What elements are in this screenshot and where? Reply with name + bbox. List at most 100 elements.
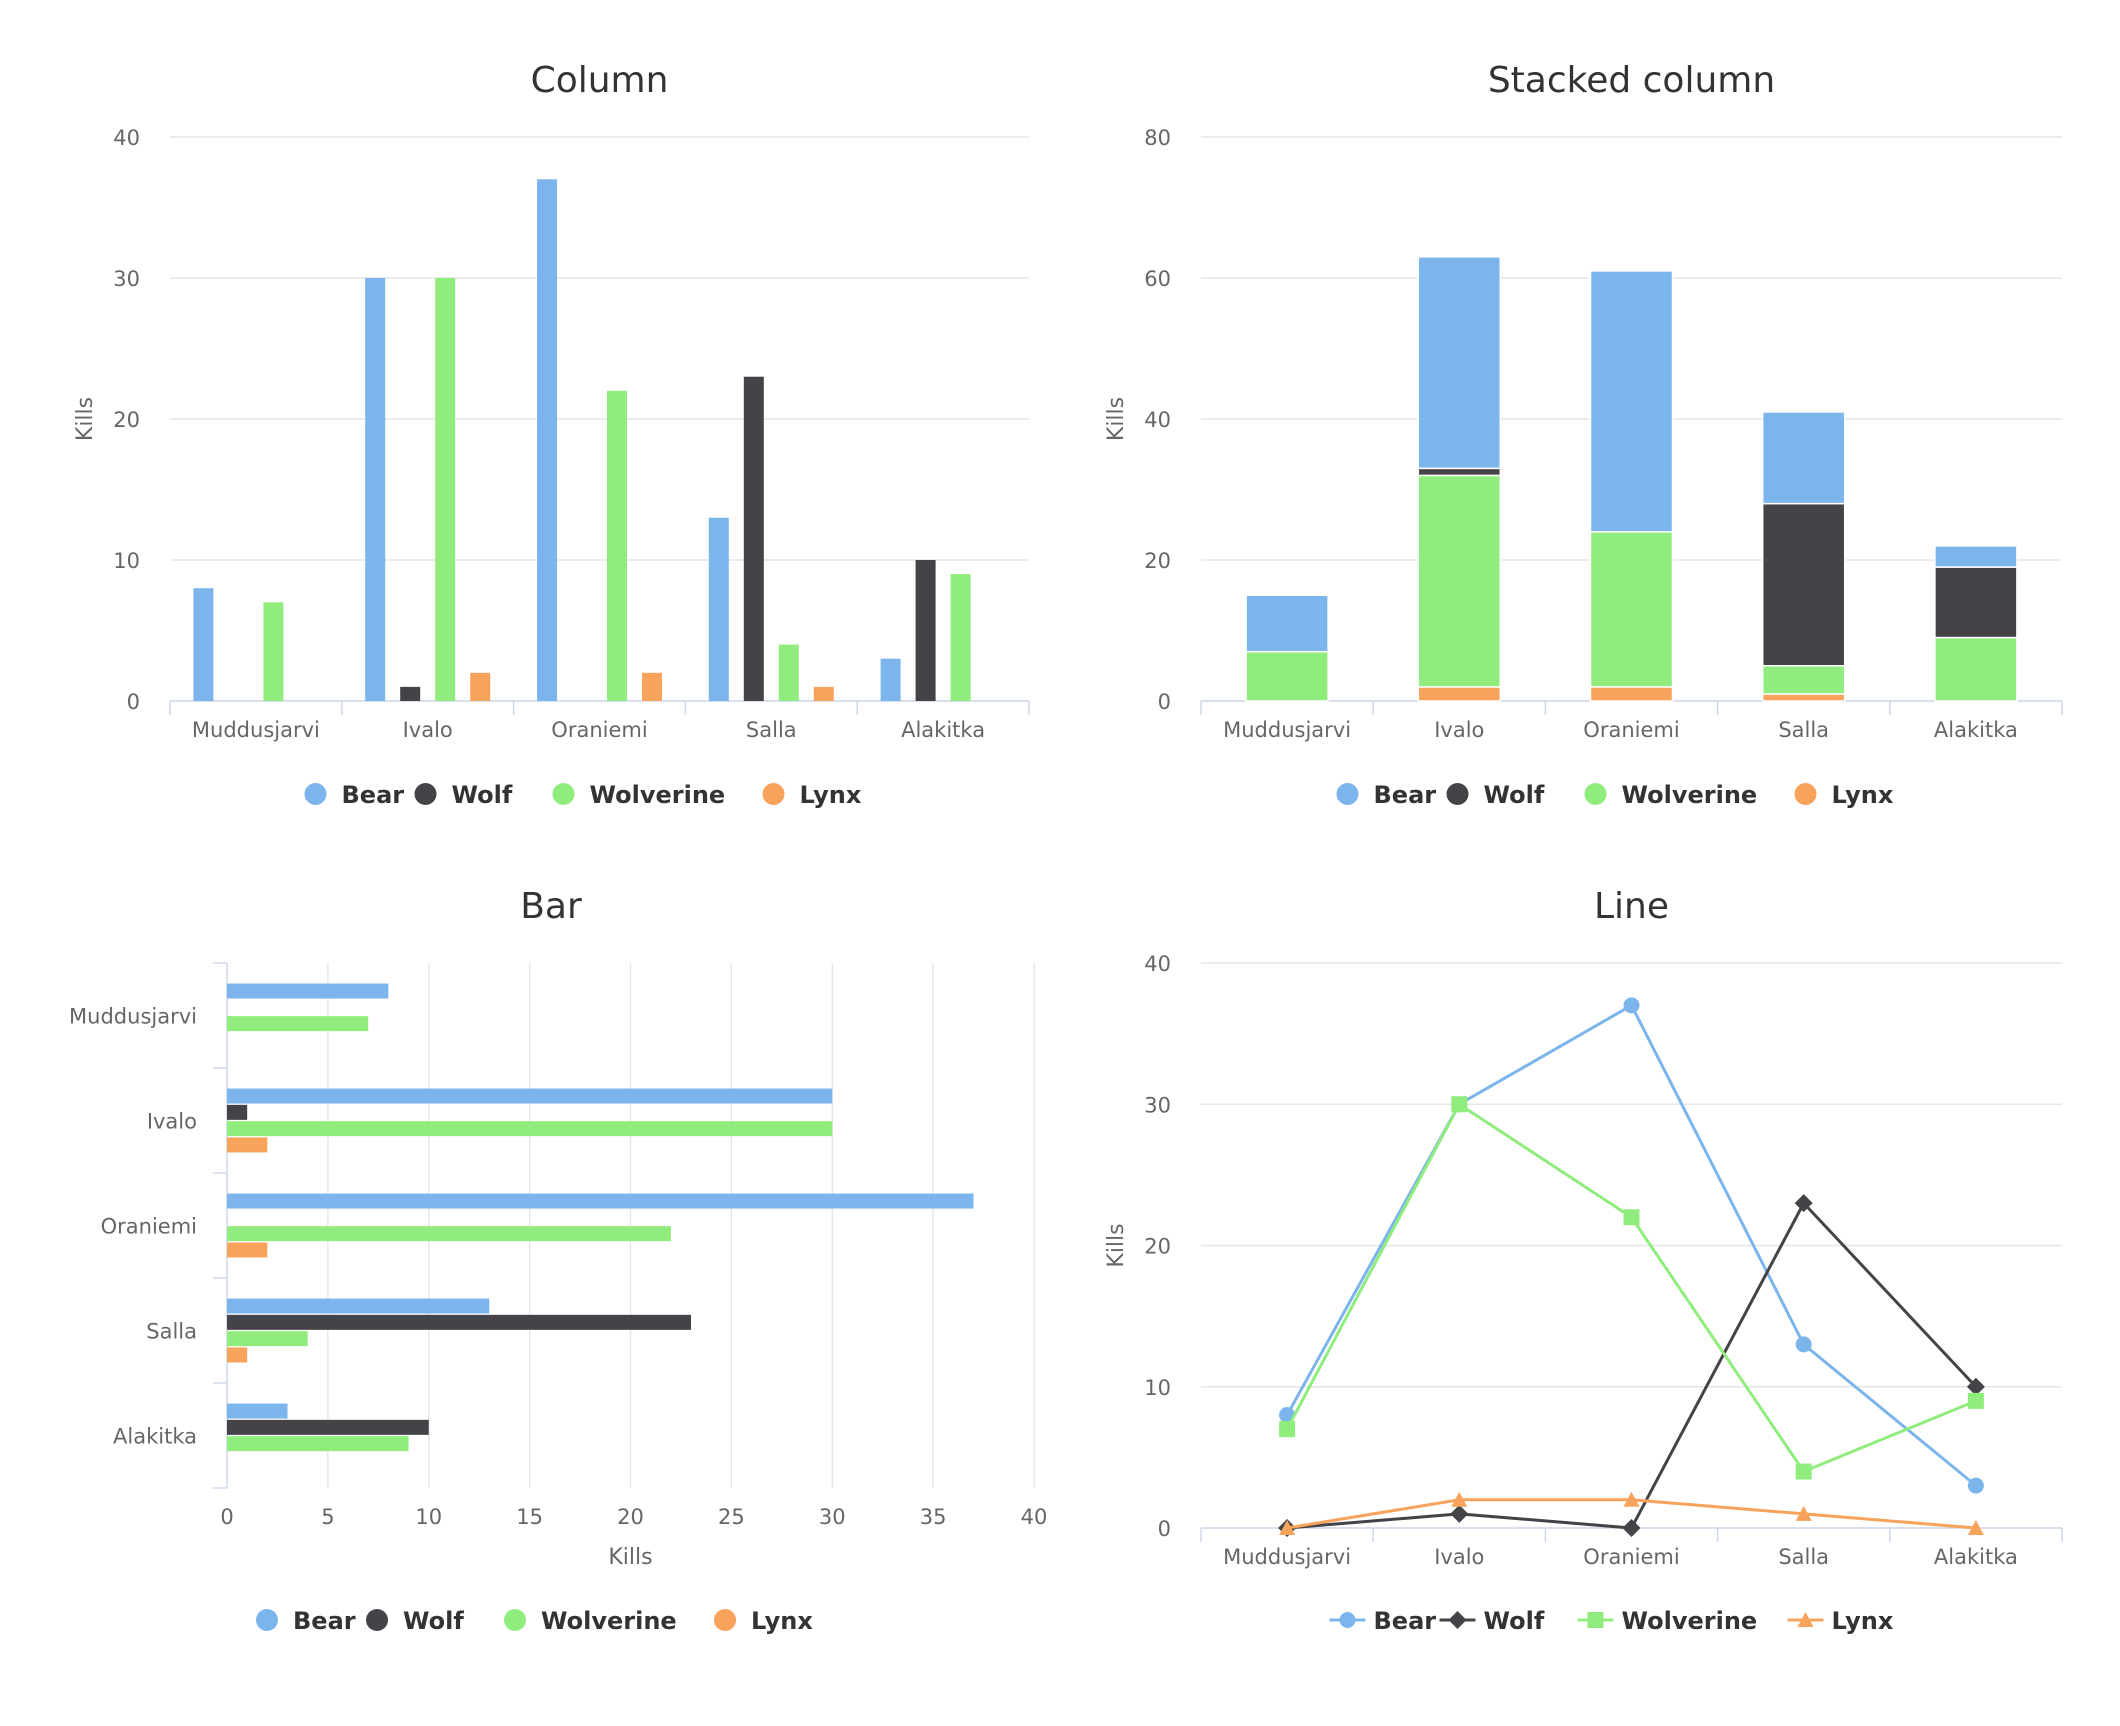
legend-item-lynx[interactable]: Lynx [714,1607,813,1635]
legend-item-bear[interactable]: Bear [304,781,405,809]
bar-wolf [227,1419,429,1435]
stack-segment-bear [1761,411,1846,505]
legend-label: Lynx [1832,781,1894,809]
bar-bear [227,983,389,999]
point-lynx [1279,1520,1296,1535]
legend-item-wolverine[interactable]: Wolverine [504,1607,677,1635]
legend-label: Wolf [1484,781,1545,809]
stack-segment-wolf [1761,502,1846,667]
point-bear [1795,1336,1812,1353]
bar-lynx [813,686,834,701]
y-tick-label: 60 [1144,267,1171,291]
stack-segment-wolf [1934,566,2018,639]
y-axis-title: Kills [73,397,98,441]
x-tick-label: Alakitka [901,718,985,742]
point-wolf [1622,1519,1641,1537]
y-axis-title: Kills [1104,397,1129,441]
point-lynx [1623,1491,1640,1507]
y-tick-label: Muddusjarvi [69,1005,197,1029]
x-tick-label: Alakitka [1934,1545,2018,1569]
bar-lynx [227,1137,268,1153]
bar-wolverine [263,602,284,701]
legend-item-bear[interactable]: Bear [256,1607,356,1635]
bar-bear [537,179,557,702]
stack-segment-wolverine [1589,531,1674,688]
point-wolverine [1279,1421,1296,1438]
y-tick-label: 20 [1144,549,1171,573]
point-wolverine [1795,1463,1812,1480]
legend-dot-icon [762,783,785,805]
bar-wolverine [778,644,799,701]
legend-label: Bear [1374,1607,1437,1635]
point-bear [1623,997,1640,1014]
legend-item-lynx[interactable]: Lynx [1787,1607,1894,1635]
legend-item-bear[interactable]: Bear [1329,1607,1437,1635]
x-axis-title: Kills [608,1545,652,1570]
line-wolf [1286,1200,1977,1530]
x-tick-label: Muddusjarvi [1223,1545,1351,1569]
legend-dot-icon [552,783,575,805]
legend-marker-circle-icon [1339,1612,1356,1628]
legend-label: Wolf [1484,1607,1545,1635]
bar-wolf [915,560,936,701]
legend-label: Lynx [751,1607,813,1635]
x-tick-label: 0 [220,1505,233,1529]
legend-dot-icon [304,783,327,805]
legend-item-wolf[interactable]: Wolf [366,1607,464,1635]
x-tick-label: Salla [746,718,797,742]
chart-title: Bar [520,886,582,927]
y-tick-label: 80 [1144,126,1171,150]
bar-bear [227,1403,288,1419]
legend-item-wolverine[interactable]: Wolverine [1584,781,1758,809]
x-tick-label: Ivalo [1434,718,1484,742]
y-tick-label: 20 [1144,1235,1171,1259]
stack-segment-lynx [1761,693,1846,702]
stack-segment-wolverine [1934,636,2018,702]
chart-title: Column [531,60,669,101]
bar-bear [227,1298,490,1314]
legend-dot-icon [1336,783,1359,805]
x-tick-label: Salla [1778,718,1829,742]
stack-segment-lynx [1589,686,1674,702]
bar-wolverine [435,278,456,701]
x-tick-label: Oraniemi [1583,1545,1679,1569]
bar-wolverine [607,390,627,701]
y-tick-label: Alakitka [113,1425,197,1449]
bar-wolverine [227,1331,308,1347]
legend-item-wolverine[interactable]: Wolverine [552,781,726,809]
chart-title: Line [1594,886,1669,927]
x-tick-label: 5 [321,1505,334,1529]
point-wolf [1794,1194,1813,1213]
point-wolverine [1451,1096,1468,1113]
stack-segment-lynx [1417,686,1502,702]
legend-label: Wolverine [541,1607,677,1635]
stack-segment-wolverine [1761,665,1846,695]
chart-bar: Bar 0 5 10 15 20 25 30 35 40 Kills Muddusjarvi Ivalo… [69,886,1047,1635]
legend-dot-icon [714,1609,736,1631]
bar-lynx [642,672,662,701]
legend-item-lynx[interactable]: Lynx [1794,781,1894,809]
point-wolf [1966,1377,1985,1396]
legend-label: Wolf [403,1607,464,1635]
x-tick-label: 25 [718,1505,745,1529]
chart-stacked-column: Stacked column 0 20 40 60 80 Kills Muddusjarvi I… [1104,60,2063,809]
y-tick-label: Salla [146,1320,197,1344]
legend-item-wolf[interactable]: Wolf [414,781,513,809]
chart-column: Column 0 10 20 30 40 Kills Muddusjarvi Ivalo Oran… [73,60,1030,809]
point-lynx [1451,1491,1468,1507]
legend-item-wolverine[interactable]: Wolverine [1577,1607,1758,1635]
x-tick-label: 35 [920,1505,947,1529]
bar-bear [880,658,901,701]
legend-item-lynx[interactable]: Lynx [762,781,862,809]
y-tick-label: Ivalo [147,1110,197,1134]
legend-item-bear[interactable]: Bear [1336,781,1437,809]
point-wolverine [1967,1392,1984,1409]
legend-label: Lynx [1832,1607,1894,1635]
y-tick-label: 40 [113,126,140,150]
legend-dot-icon [1794,783,1817,805]
legend-item-wolf[interactable]: Wolf [1446,781,1545,809]
x-tick-label: Oraniemi [1583,718,1679,742]
line-wolverine [1285,1102,1977,1474]
legend-marker-diamond-icon [1448,1611,1467,1629]
legend-item-wolf[interactable]: Wolf [1439,1607,1545,1635]
